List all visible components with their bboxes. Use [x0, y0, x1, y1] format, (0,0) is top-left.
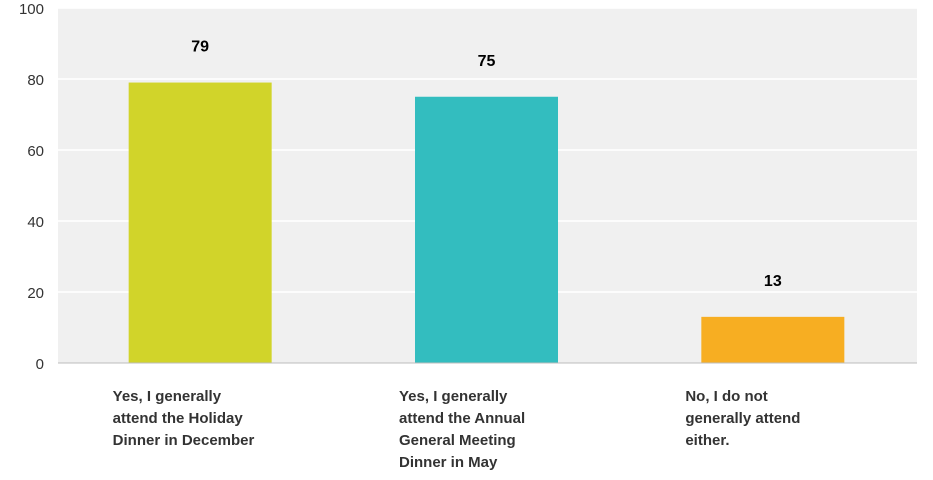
bar-value-label: 79: [191, 39, 209, 56]
y-axis-ticks: 0 20 40 60 80 100: [19, 1, 44, 373]
y-tick-label: 20: [27, 285, 44, 302]
x-tick-label-line: either.: [685, 432, 730, 449]
bar: [415, 96, 558, 363]
x-tick-label-line: Yes, I generally: [399, 388, 508, 405]
bar-value-label: 13: [764, 273, 782, 290]
x-tick-label: Yes, I generally attend the Annual General…: [399, 386, 569, 474]
x-tick-label-line: General Meeting: [399, 432, 516, 449]
x-tick-label-line: No, I do not: [685, 388, 768, 405]
x-tick-label-line: attend the Holiday: [112, 410, 243, 427]
y-tick-label: 40: [27, 214, 44, 231]
y-tick-label: 100: [19, 1, 44, 18]
x-tick-label: Yes, I generally attend the Holiday Dinner…: [113, 386, 283, 452]
x-tick-label-line: Dinner in December: [112, 432, 255, 449]
bar: [128, 82, 272, 364]
bars: [128, 82, 845, 364]
x-tick-label-line: generally attend: [685, 410, 801, 427]
bar-value-label: 75: [478, 53, 496, 70]
x-tick-label-line: Dinner in May: [399, 454, 498, 471]
x-tick-label-line: attend the Annual: [399, 410, 526, 427]
bar: [701, 316, 845, 363]
x-tick-label: No, I do not generally attend either.: [685, 386, 855, 452]
y-tick-label: 60: [27, 143, 44, 160]
y-tick-label: 0: [36, 356, 44, 373]
data-labels: 79 75 13: [191, 39, 782, 290]
x-tick-label-line: Yes, I generally: [112, 388, 222, 405]
y-tick-label: 80: [27, 72, 44, 89]
